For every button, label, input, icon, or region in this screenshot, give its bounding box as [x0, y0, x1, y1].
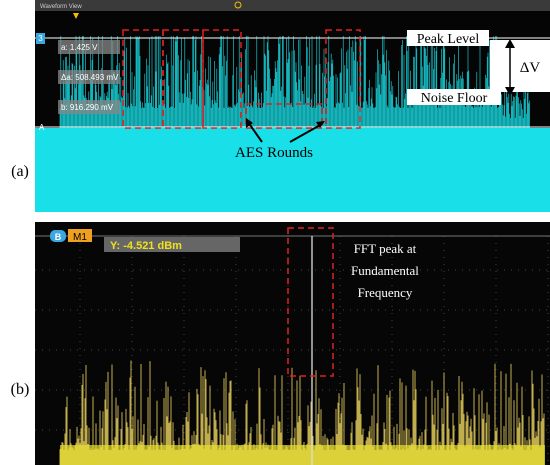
badge-text: B — [55, 232, 62, 242]
annotation: FFT peak at — [354, 241, 417, 256]
rounds-label: AES Rounds — [235, 145, 313, 161]
annotation: Frequency — [358, 285, 413, 300]
readout: b: 916.290 mV — [61, 103, 114, 112]
delta-label: ΔV — [520, 60, 541, 76]
badge-text: M1 — [73, 232, 87, 243]
panel-a: Waveform View 3 A a: 1.425 V Δa: 508.493… — [35, 0, 550, 212]
spectrum-floor — [60, 445, 545, 465]
readout: Y: -4.521 dBm — [110, 240, 182, 252]
header-bar — [35, 0, 550, 11]
panel-label: (b) — [11, 381, 30, 398]
header-text: Waveform View — [40, 4, 82, 10]
peak-label: Peak Level — [417, 32, 480, 47]
annotation: Fundamental — [351, 263, 419, 278]
readout: a: 1.425 V — [61, 43, 98, 52]
panel-label: (a) — [11, 163, 29, 180]
panel-b: B M1 Y: -4.521 dBm FFT peak at Fundament… — [35, 222, 550, 465]
noise-label: Noise Floor — [421, 91, 488, 106]
channel-text: 3 — [38, 34, 43, 43]
figure: Waveform View 3 A a: 1.425 V Δa: 508.493… — [0, 0, 550, 465]
readout: Δa: 508.493 mV — [61, 73, 119, 82]
cursor-label: A — [39, 123, 45, 132]
